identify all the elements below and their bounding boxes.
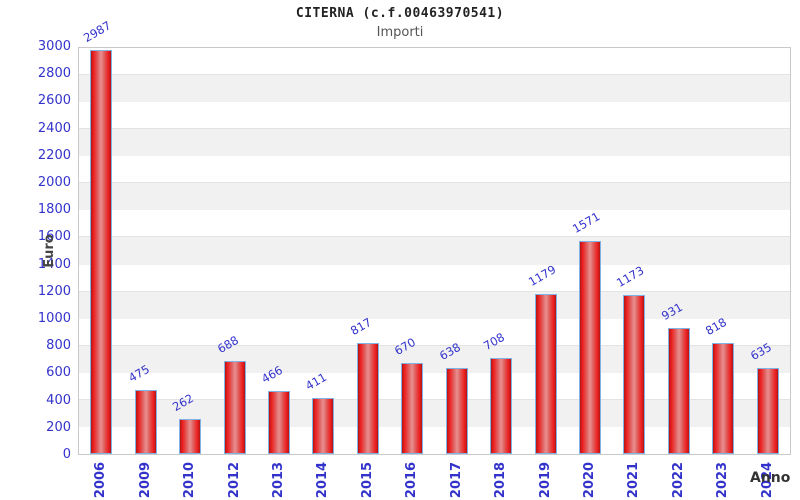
bar-value-label: 262 — [170, 390, 197, 414]
y-tick-label: 2000 — [37, 175, 71, 191]
x-tick-label: 2010 — [182, 461, 198, 499]
y-tick-label: 400 — [46, 392, 71, 408]
bar-slot: 411 2014 — [301, 48, 345, 498]
y-tick-label: 2400 — [37, 120, 71, 136]
y-tick-label: 2200 — [37, 147, 71, 163]
y-tick-label: 200 — [46, 419, 71, 435]
bar-value-label: 635 — [747, 339, 774, 364]
bar-2024 — [756, 368, 779, 454]
x-tick-label: 2021 — [626, 461, 642, 499]
bar-2014 — [312, 398, 335, 454]
bar-value-label: 1571 — [570, 209, 603, 237]
bar-value-label: 688 — [214, 332, 241, 356]
bar-value-label: 670 — [392, 335, 419, 359]
bar-2022 — [667, 328, 690, 454]
x-tick-label: 2013 — [270, 461, 286, 499]
x-tick-label: 2016 — [404, 461, 420, 499]
bar-value-label: 466 — [258, 362, 285, 386]
grid-band — [79, 74, 790, 103]
bar-2021 — [623, 295, 646, 454]
bar-value-label: 411 — [303, 370, 330, 394]
bar-value-label: 1173 — [614, 263, 647, 291]
y-tick-label: 1800 — [37, 202, 71, 218]
bar-slot: 1173 2021 — [612, 48, 656, 499]
bar-2023 — [712, 343, 735, 454]
bar-slot: 708 2018 — [479, 48, 523, 498]
x-tick-label: 2018 — [493, 461, 509, 499]
y-tick-label: 2600 — [37, 93, 71, 109]
plot-area: 2987 2006 475 2009 262 2010 688 2012 466 2013 411 2… — [78, 18, 791, 499]
x-tick-label: 2019 — [537, 461, 553, 499]
bar-value-label: 708 — [481, 330, 508, 354]
bar-2017 — [445, 367, 468, 454]
bar-2016 — [401, 363, 424, 454]
bar-slot: 635 2024 — [746, 48, 790, 498]
y-tick-label: 1200 — [37, 283, 71, 299]
bar-slot: 1571 2020 — [568, 48, 612, 498]
y-tick-label: 1400 — [37, 256, 71, 272]
bar-2020 — [579, 241, 602, 454]
bar-slot: 817 2015 — [346, 48, 390, 498]
y-tick-label: 3000 — [37, 39, 71, 54]
bar-slot: 638 2017 — [435, 48, 479, 498]
chart-title: CITERNA (c.f.00463970541) — [295, 6, 505, 21]
bar-slot: 931 2022 — [657, 48, 701, 498]
bar-value-label: 475 — [125, 361, 152, 385]
bar-2013 — [267, 390, 290, 454]
bar-slot: 466 2013 — [257, 48, 301, 498]
x-tick-label: 2015 — [359, 461, 375, 499]
y-tick-label: 600 — [46, 365, 71, 381]
y-tick-label: 0 — [62, 447, 71, 462]
bar-2015 — [356, 343, 379, 454]
bar-slot: 818 2023 — [701, 48, 745, 498]
bar-value-label: 931 — [658, 299, 685, 324]
bar-value-label: 638 — [436, 339, 463, 363]
bar-slot: 2987 2006 — [79, 18, 123, 498]
bar-2009 — [134, 389, 157, 454]
x-tick-label: 2014 — [315, 461, 331, 499]
y-tick-label: 800 — [46, 338, 71, 354]
bar-slot: 1179 2019 — [523, 48, 567, 498]
y-tick-label: 1000 — [37, 311, 71, 327]
grid-band — [79, 182, 790, 211]
y-tick-label: 2800 — [37, 66, 71, 82]
bar-value-label: 817 — [347, 315, 374, 339]
grid-band — [79, 290, 790, 319]
bar-value-label: 2987 — [81, 18, 114, 45]
bar-2010 — [179, 418, 202, 454]
y-tick-label: 1600 — [37, 229, 71, 245]
x-tick-label: 2020 — [582, 461, 598, 499]
bar-value-label: 818 — [703, 315, 730, 339]
x-tick-label: 2017 — [448, 461, 464, 499]
chart-subtitle: Importi — [376, 25, 424, 40]
bar-slot: 688 2012 — [212, 48, 256, 498]
x-tick-label: 2009 — [137, 461, 153, 499]
y-axis-tick-labels: 0 200 400 600 800 1000 1200 1400 1600 1800 2000 220… — [0, 40, 71, 462]
bar-slot: 670 2016 — [390, 48, 434, 498]
bar-2018 — [490, 358, 513, 454]
x-tick-label: 2012 — [226, 461, 242, 499]
x-tick-label: 2006 — [93, 461, 109, 499]
bar-2006 — [90, 49, 113, 454]
grid-band — [79, 128, 790, 157]
y-axis-label: Euro — [42, 234, 57, 268]
bar-2012 — [223, 360, 246, 454]
x-axis-label: Anno — [750, 470, 791, 486]
bar-slot: 262 2010 — [168, 48, 212, 498]
grid-band — [79, 236, 790, 265]
bar-2019 — [534, 294, 557, 454]
x-tick-label: 2023 — [715, 461, 731, 499]
bar-value-label: 1179 — [525, 262, 558, 290]
bar-slot: 475 2009 — [123, 48, 167, 498]
x-tick-label: 2022 — [670, 461, 686, 499]
